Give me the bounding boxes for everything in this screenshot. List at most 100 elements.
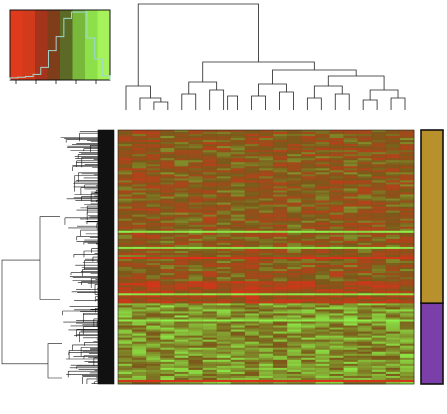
- heatmap-cell: [132, 146, 147, 149]
- heatmap-cell: [244, 220, 260, 224]
- heatmap-cell: [273, 331, 288, 335]
- heatmap-cell: [371, 355, 387, 359]
- heatmap-cell: [230, 186, 246, 189]
- heatmap-cell: [188, 303, 203, 306]
- heatmap-cell: [329, 212, 344, 216]
- heatmap-cell: [273, 152, 288, 155]
- heatmap-cell: [399, 168, 415, 171]
- heatmap-cell: [371, 190, 387, 193]
- heatmap-cell: [202, 244, 218, 248]
- heatmap-cell: [287, 172, 302, 175]
- heatmap-cell: [343, 178, 359, 181]
- heatmap-cell: [258, 369, 274, 373]
- heatmap-cell: [230, 267, 246, 270]
- heatmap-cell: [146, 184, 161, 187]
- heatmap-cell: [216, 210, 232, 214]
- heatmap-cell: [329, 214, 344, 218]
- heatmap-cell: [202, 156, 218, 159]
- color-key-band: [10, 10, 23, 80]
- heatmap-cell: [258, 343, 274, 347]
- heatmap-cell: [244, 257, 260, 260]
- heatmap-cell: [329, 349, 344, 353]
- heatmap-cell: [287, 142, 302, 145]
- heatmap-cell: [385, 176, 401, 179]
- heatmap-cell: [399, 335, 415, 339]
- heatmap-cell: [343, 168, 359, 171]
- heatmap-cell: [315, 377, 330, 381]
- heatmap-cell: [118, 216, 133, 220]
- heatmap-cell: [329, 160, 344, 163]
- heatmap-cell: [399, 156, 415, 159]
- heatmap-cell: [357, 252, 373, 256]
- heatmap-cell: [132, 150, 147, 153]
- heatmap-cell: [301, 303, 316, 306]
- heatmap-cell: [385, 186, 401, 189]
- heatmap-cell: [244, 335, 260, 339]
- heatmap-cell: [132, 335, 147, 339]
- heatmap-cell: [230, 194, 246, 197]
- heatmap-cell: [216, 230, 232, 234]
- heatmap-cell: [385, 232, 401, 236]
- heatmap-cell: [315, 204, 330, 208]
- heatmap-cell: [202, 283, 218, 286]
- heatmap-cell: [399, 271, 415, 274]
- heatmap-cell: [287, 194, 302, 197]
- heatmap-cell: [315, 317, 330, 320]
- heatmap-cell: [301, 381, 316, 385]
- heatmap-cell: [287, 375, 302, 379]
- heatmap-cell: [188, 265, 203, 268]
- heatmap-cell: [174, 293, 189, 296]
- color-key-band: [47, 10, 61, 80]
- heatmap-cell: [329, 285, 344, 288]
- heatmap-cell: [357, 325, 373, 328]
- heatmap-cell: [216, 220, 232, 224]
- heatmap-cell: [357, 309, 373, 312]
- heatmap-cell: [132, 252, 147, 256]
- heatmap-cell: [287, 212, 302, 216]
- heatmap-cell: [399, 148, 415, 151]
- heatmap-cell: [160, 146, 175, 149]
- heatmap-cell: [371, 166, 387, 169]
- heatmap-cell: [118, 248, 133, 252]
- heatmap-cell: [357, 250, 373, 254]
- heatmap-cell: [160, 226, 175, 230]
- heatmap-cell: [244, 186, 260, 189]
- heatmap-cell: [132, 220, 147, 224]
- heatmap-cell: [146, 198, 161, 201]
- heatmap-cell: [315, 252, 330, 256]
- heatmap-cell: [343, 337, 359, 341]
- heatmap-cell: [315, 248, 330, 252]
- heatmap-cell: [385, 240, 401, 244]
- heatmap-cell: [132, 307, 147, 310]
- heatmap-cell: [160, 355, 175, 359]
- heatmap-cell: [174, 164, 189, 167]
- heatmap-cell: [216, 140, 232, 143]
- color-key: [9, 9, 111, 84]
- heatmap-cell: [287, 339, 302, 343]
- heatmap-cell: [315, 178, 330, 181]
- heatmap-cell: [188, 261, 203, 264]
- heatmap-cell: [329, 303, 344, 306]
- heatmap-cell: [132, 285, 147, 288]
- heatmap-cell: [118, 158, 133, 161]
- heatmap-cell: [399, 204, 415, 208]
- heatmap-cell: [343, 279, 359, 282]
- heatmap-cell: [188, 212, 203, 216]
- heatmap-cell: [385, 337, 401, 341]
- heatmap-cell: [146, 273, 161, 276]
- heatmap-cell: [287, 138, 302, 141]
- heatmap-cell: [329, 182, 344, 185]
- heatmap-cell: [273, 289, 288, 292]
- heatmap-cell: [146, 134, 161, 137]
- heatmap-cell: [371, 259, 387, 262]
- heatmap-cell: [216, 373, 232, 377]
- heatmap-cell: [273, 281, 288, 284]
- heatmap-cell: [329, 325, 344, 328]
- heatmap-cell: [371, 132, 387, 135]
- heatmap-cell: [273, 236, 288, 240]
- heatmap-cell: [371, 345, 387, 349]
- heatmap-cell: [385, 355, 401, 359]
- heatmap-cell: [188, 365, 203, 369]
- heatmap-cell: [287, 140, 302, 143]
- heatmap-cell: [202, 299, 218, 302]
